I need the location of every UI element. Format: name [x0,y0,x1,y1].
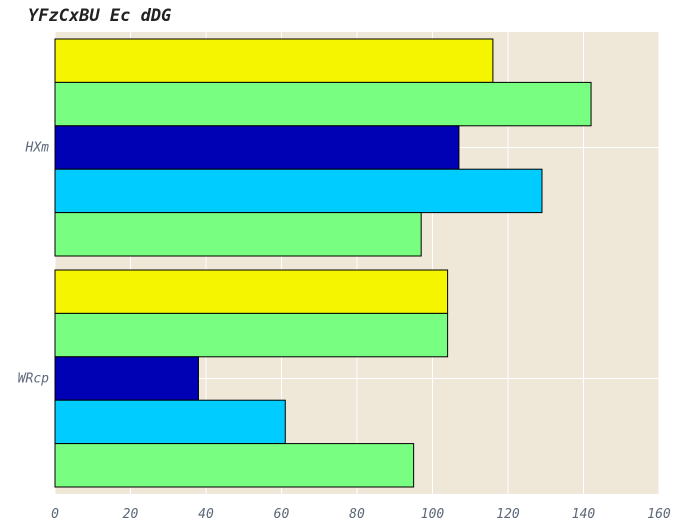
bar-hxm-series-4 [54,168,543,214]
x-tick-label: 80 [349,507,365,522]
y-tick-label: HXm [25,141,50,156]
bar-wrcp-series-5 [54,443,415,488]
bar-hxm-series-5 [54,212,422,257]
x-tick-label: 40 [198,507,214,522]
x-tick-label: 100 [421,507,445,522]
bar-hxm-series-1 [54,38,494,83]
bar-wrcp-series-4 [54,399,286,445]
bar-hxm-series-3 [54,125,460,170]
y-tick-label: WRcp [18,372,49,387]
y-tick-labels: HXm WRcp [18,141,49,387]
bar-wrcp-series-1 [54,269,449,314]
x-tick-label: 60 [274,507,290,522]
chart-title: YFzCxBU Ec dDG [28,6,172,26]
x-tick-label: 0 [51,507,59,522]
bars [54,38,592,488]
x-tick-label: 20 [123,507,139,522]
bar-wrcp-series-3 [54,356,199,401]
bar-wrcp-series-2 [54,312,449,358]
x-tick-label: 120 [496,507,520,522]
x-tick-labels: 0 20 40 60 80 100 120 140 160 [51,507,671,522]
x-tick-label: 140 [572,507,596,522]
x-tick-label: 160 [647,507,671,522]
bar-hxm-series-2 [54,81,592,127]
